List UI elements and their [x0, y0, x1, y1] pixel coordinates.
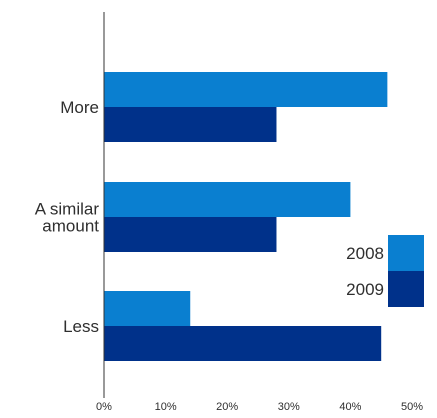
x-tick-label-0: 0%	[96, 401, 112, 413]
x-tick-label-4: 40%	[339, 401, 361, 413]
legend-label-2009: 2009	[346, 280, 384, 299]
x-tick-label-5: 50%	[401, 401, 423, 413]
bars-layer	[104, 72, 388, 361]
x-axis-ticks: 0% 10% 20% 30% 40% 50%	[96, 401, 423, 413]
legend: 2008 2009	[346, 235, 424, 307]
x-tick-label-2: 20%	[216, 401, 238, 413]
x-tick-label-1: 10%	[155, 401, 177, 413]
bar-2009-1	[104, 217, 277, 252]
category-label-1-1: amount	[42, 217, 99, 236]
bar-2009-0	[104, 107, 277, 142]
category-label-2-0: Less	[63, 317, 99, 336]
legend-label-2008: 2008	[346, 244, 384, 263]
bar-2008-0	[104, 72, 388, 107]
bar-2009-2	[104, 326, 382, 361]
category-label-0-0: More	[60, 98, 99, 117]
legend-swatch-2008	[388, 235, 424, 271]
x-tick-label-3: 30%	[278, 401, 300, 413]
legend-swatch-2009	[388, 271, 424, 307]
bar-2008-1	[104, 182, 351, 217]
category-label-1-0: A similar	[35, 200, 100, 219]
bar-2008-2	[104, 291, 191, 326]
